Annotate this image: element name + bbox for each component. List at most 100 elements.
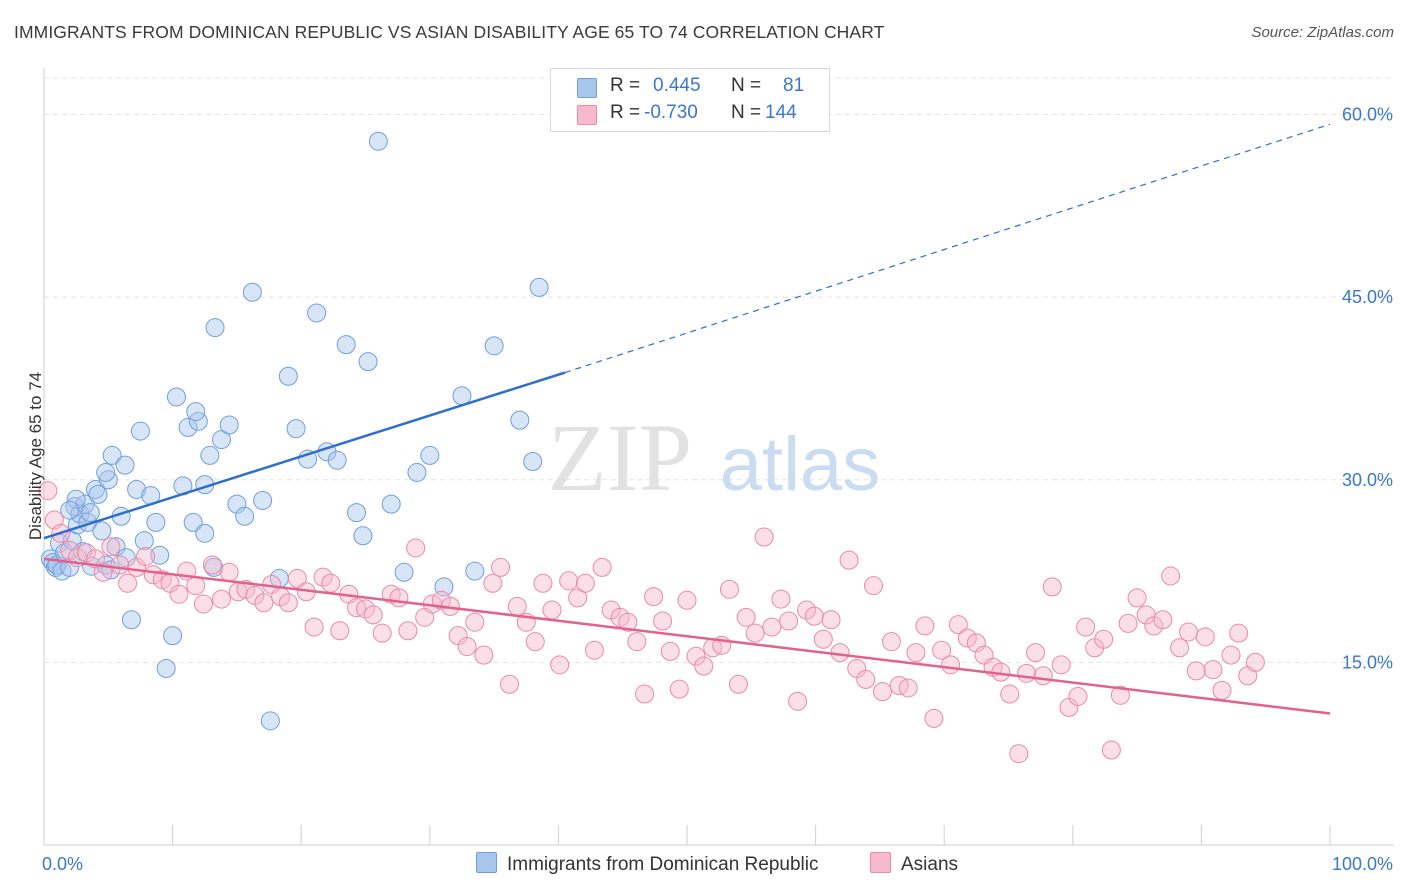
point-asians (101, 537, 121, 557)
legend-row-asians: R = -0.730 N = 144 (551, 100, 829, 128)
point-dominican (420, 445, 440, 465)
gridlines (44, 77, 1394, 663)
point-dominican (510, 410, 530, 430)
trend-line-dominican (43, 371, 566, 540)
point-dominican (178, 417, 198, 437)
point-dominican (529, 277, 549, 297)
point-asians (872, 682, 892, 702)
legend-n-label: N = (731, 75, 762, 96)
point-asians (856, 669, 876, 689)
bottom-legend-asians: Asians (870, 852, 958, 876)
point-asians (653, 611, 673, 631)
trend-line-dominican-extension (564, 123, 1331, 374)
point-asians (1094, 629, 1114, 649)
point-asians (813, 629, 833, 649)
point-dominican (227, 494, 247, 514)
point-asians (363, 605, 383, 625)
point-asians (906, 643, 926, 663)
point-asians (143, 565, 163, 585)
point-asians (219, 562, 239, 582)
point-dominican (156, 658, 176, 678)
point-asians (745, 623, 765, 643)
legend-r-value: -0.730 (644, 102, 698, 123)
point-asians (491, 557, 511, 577)
point-asians (898, 678, 918, 698)
point-dominican (163, 626, 183, 646)
point-asians (677, 590, 697, 610)
point-dominican (186, 402, 206, 422)
point-asians (60, 540, 80, 560)
x-tick-label: 0.0% (42, 854, 83, 874)
point-asians (762, 617, 782, 637)
point-asians (1221, 645, 1241, 665)
point-dominican (278, 366, 298, 386)
point-dominican (353, 526, 373, 546)
point-asians (592, 557, 612, 577)
point-asians (660, 641, 680, 661)
point-asians (542, 600, 562, 620)
point-dominican (260, 711, 280, 731)
point-asians (118, 573, 138, 593)
point-dominican (465, 561, 485, 581)
point-asians (635, 684, 655, 704)
point-asians (483, 573, 503, 593)
point-asians (584, 640, 604, 660)
point-asians (457, 637, 477, 657)
point-asians (618, 612, 638, 632)
point-asians (321, 573, 341, 593)
point-asians (1009, 744, 1029, 764)
legend-n-label: N = (731, 102, 762, 123)
point-asians (797, 600, 817, 620)
point-asians (110, 555, 130, 575)
point-dominican (211, 430, 231, 450)
point-dominican (253, 490, 273, 510)
point-dominican (368, 131, 388, 151)
point-asians (1161, 566, 1181, 586)
point-asians (1118, 613, 1138, 633)
point-asians (1229, 623, 1249, 643)
point-dominican (327, 450, 347, 470)
point-asians (694, 656, 714, 676)
source-label: Source: ZipAtlas.com (1251, 24, 1394, 41)
point-asians (287, 568, 307, 588)
point-dominican (523, 452, 543, 471)
point-asians (924, 708, 944, 728)
y-tick-label: 30.0% (1342, 470, 1393, 490)
point-asians (1153, 610, 1173, 630)
point-dominican (116, 548, 136, 568)
point-dominican (219, 415, 239, 435)
point-dominican (307, 303, 327, 323)
legend-row-dominican: R = 0.445 N = 81 (551, 73, 829, 101)
point-asians (568, 588, 588, 608)
point-asians (1186, 661, 1206, 681)
y-tick-label: 15.0% (1342, 652, 1393, 672)
legend-n-value: 144 (765, 102, 797, 123)
point-dominican (127, 480, 147, 500)
point-dominican (150, 545, 170, 565)
point-dominican (130, 421, 150, 441)
y-axis-label: Disability Age 65 to 74 (26, 371, 45, 541)
point-asians (669, 679, 689, 699)
point-asians (474, 645, 494, 665)
point-asians (38, 481, 58, 501)
point-dominican (115, 455, 135, 475)
bottom-legend-dominican: Immigrants from Dominican Republic (476, 852, 819, 876)
point-dominican (121, 610, 141, 630)
point-dominican (381, 494, 401, 514)
point-asians (1026, 643, 1046, 663)
axes (43, 68, 1394, 846)
point-dominican (85, 480, 105, 500)
legend-r-label: R = (610, 75, 641, 96)
point-dominican (336, 335, 356, 355)
point-asians (465, 612, 485, 632)
point-asians (728, 674, 748, 694)
point-asians (389, 588, 409, 608)
point-asians (211, 589, 231, 609)
point-dominican (183, 512, 203, 532)
point-dominican (98, 470, 118, 490)
point-asians (254, 593, 274, 613)
point-asians (1212, 680, 1232, 700)
point-dominican (146, 512, 166, 532)
point-asians (169, 584, 189, 604)
